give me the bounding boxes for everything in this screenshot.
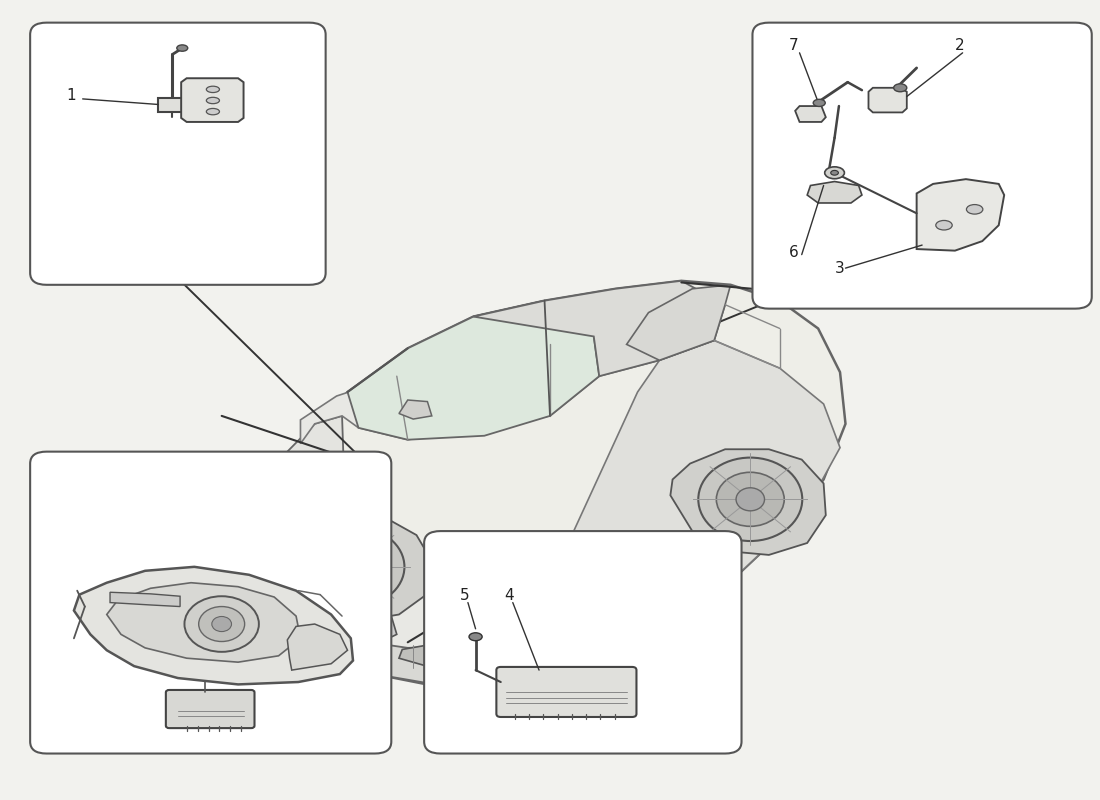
Ellipse shape: [716, 472, 784, 526]
Polygon shape: [307, 559, 649, 686]
Ellipse shape: [199, 606, 244, 642]
Ellipse shape: [813, 99, 825, 106]
Polygon shape: [320, 630, 550, 685]
Polygon shape: [182, 78, 243, 122]
Ellipse shape: [936, 221, 953, 230]
Ellipse shape: [306, 527, 405, 606]
Polygon shape: [399, 400, 432, 419]
Polygon shape: [795, 106, 826, 122]
Polygon shape: [670, 450, 826, 555]
Ellipse shape: [698, 458, 802, 541]
Ellipse shape: [323, 541, 387, 593]
Ellipse shape: [177, 45, 188, 51]
Polygon shape: [287, 624, 348, 670]
Polygon shape: [300, 344, 659, 444]
Ellipse shape: [444, 591, 464, 606]
Text: 6: 6: [789, 245, 799, 260]
Text: 5: 5: [460, 588, 470, 603]
Polygon shape: [274, 416, 348, 654]
Polygon shape: [627, 285, 730, 360]
FancyBboxPatch shape: [425, 531, 741, 754]
Polygon shape: [276, 515, 433, 621]
Ellipse shape: [341, 556, 368, 578]
Polygon shape: [916, 179, 1004, 250]
FancyBboxPatch shape: [496, 667, 637, 717]
Polygon shape: [348, 301, 600, 440]
FancyBboxPatch shape: [752, 22, 1091, 309]
Polygon shape: [274, 281, 846, 686]
Ellipse shape: [185, 596, 258, 652]
Polygon shape: [320, 608, 397, 642]
Ellipse shape: [207, 86, 220, 93]
Ellipse shape: [469, 633, 482, 641]
Polygon shape: [572, 341, 840, 626]
Polygon shape: [471, 622, 556, 656]
Text: 2: 2: [955, 38, 965, 54]
Polygon shape: [110, 592, 180, 606]
Polygon shape: [107, 582, 300, 662]
Text: 7: 7: [789, 38, 799, 54]
Ellipse shape: [736, 488, 764, 511]
FancyBboxPatch shape: [30, 22, 326, 285]
Ellipse shape: [343, 616, 374, 634]
Polygon shape: [869, 88, 906, 113]
Text: 3: 3: [835, 261, 845, 276]
FancyBboxPatch shape: [166, 690, 254, 728]
Text: 4: 4: [504, 588, 514, 603]
Polygon shape: [399, 645, 506, 669]
Text: 1: 1: [66, 88, 76, 102]
FancyBboxPatch shape: [158, 98, 183, 113]
Ellipse shape: [207, 98, 220, 104]
Ellipse shape: [893, 84, 906, 92]
Ellipse shape: [830, 170, 838, 175]
Ellipse shape: [825, 167, 845, 178]
Polygon shape: [473, 281, 725, 376]
Ellipse shape: [212, 617, 231, 631]
Ellipse shape: [207, 109, 220, 114]
FancyBboxPatch shape: [30, 452, 392, 754]
Polygon shape: [807, 182, 862, 203]
Ellipse shape: [967, 205, 983, 214]
Polygon shape: [74, 567, 353, 685]
